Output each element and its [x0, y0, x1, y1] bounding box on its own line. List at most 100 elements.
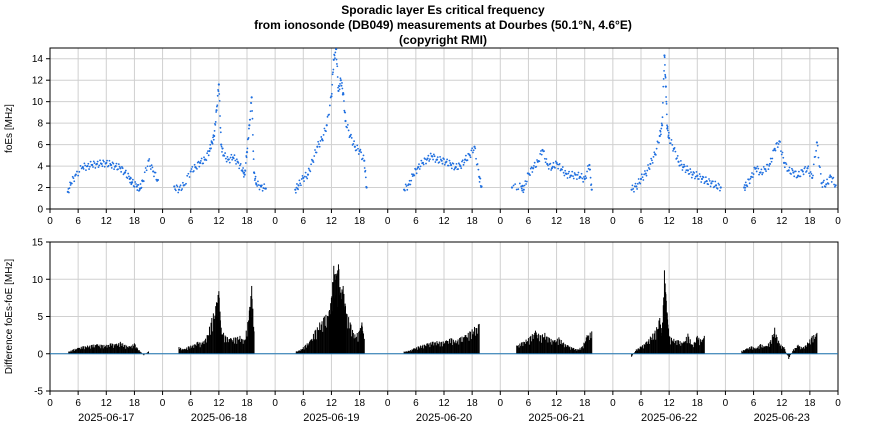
bottom-xtick-label: 0	[160, 398, 166, 409]
foes-point	[68, 187, 71, 190]
foes-point	[653, 151, 656, 154]
foes-point	[643, 173, 646, 176]
foes-point	[779, 141, 782, 143]
foes-point	[253, 179, 256, 182]
foes-point	[137, 183, 140, 186]
foes-point	[118, 165, 121, 168]
bottom-ytick-label: 5	[37, 312, 43, 323]
foes-point	[811, 176, 814, 179]
foes-point	[454, 167, 456, 170]
foes-point	[216, 94, 219, 97]
foes-point	[469, 156, 472, 159]
foes-point	[829, 175, 833, 178]
foes-point	[833, 183, 835, 186]
foes-point	[363, 167, 366, 169]
foes-point	[294, 191, 297, 194]
foes-point	[704, 180, 707, 183]
top-ytick-label: 6	[37, 140, 43, 151]
foes-point	[123, 172, 126, 175]
top-xtick-label: 12	[776, 216, 788, 227]
foes-point	[632, 187, 635, 190]
top-ytick-label: 10	[32, 97, 44, 108]
foes-point	[348, 136, 351, 139]
foes-point	[683, 165, 686, 168]
foes-point	[572, 177, 575, 180]
foes-point	[641, 176, 644, 179]
foes-point	[356, 144, 359, 147]
foes-point	[477, 168, 480, 171]
foes-point	[809, 171, 812, 173]
top-ytick-label: 4	[37, 162, 43, 173]
foes-point	[79, 165, 82, 167]
foes-point	[334, 51, 337, 54]
foes-point	[148, 158, 151, 160]
foes-point	[217, 90, 220, 93]
foes-point	[718, 183, 721, 186]
foes-point	[665, 100, 668, 103]
title-line-2: from ionosonde (DB049) measurements at D…	[254, 18, 632, 32]
foes-point	[419, 165, 422, 168]
foes-point	[817, 156, 820, 159]
foes-point	[588, 163, 591, 167]
foes-point	[802, 173, 805, 176]
foes-point	[94, 167, 97, 169]
top-xtick-label: 6	[526, 216, 532, 227]
foes-point	[644, 172, 647, 175]
foes-point	[202, 162, 205, 165]
foes-point	[68, 191, 70, 194]
foes-point	[468, 153, 470, 156]
foes-point	[92, 160, 95, 163]
foes-point	[708, 179, 711, 182]
foes-point	[341, 87, 344, 90]
foes-point	[142, 180, 145, 182]
top-xtick-label: 0	[385, 216, 391, 227]
foes-point	[540, 150, 542, 152]
foes-point	[700, 177, 704, 181]
foes-point	[744, 189, 746, 192]
foes-point	[140, 186, 143, 189]
foes-point	[586, 170, 588, 173]
foes-point	[154, 171, 157, 174]
foes-point	[325, 124, 328, 127]
foes-point	[198, 165, 201, 168]
foes-point	[716, 187, 719, 190]
foes-point	[785, 163, 788, 166]
foes-point	[121, 167, 124, 170]
foes-point	[108, 159, 111, 162]
foes-point	[651, 161, 654, 164]
foes-point	[418, 168, 421, 170]
foes-point	[661, 124, 664, 127]
foes-point	[410, 179, 413, 182]
foes-point	[547, 164, 549, 167]
foes-point	[181, 188, 184, 190]
foes-point	[667, 131, 670, 134]
foes-point	[806, 167, 809, 170]
foes-point	[226, 155, 229, 158]
foes-point	[512, 184, 515, 187]
foes-point	[82, 168, 85, 170]
foes-point	[452, 162, 455, 165]
date-label: 2025-06-19	[303, 412, 359, 424]
foes-point	[106, 159, 108, 162]
foes-point	[790, 173, 792, 175]
foes-point	[453, 168, 456, 171]
foes-point	[77, 174, 80, 177]
foes-point	[343, 100, 345, 102]
foes-point	[411, 175, 414, 178]
foes-point	[719, 189, 721, 192]
foes-point	[328, 113, 330, 116]
foes-point	[691, 173, 694, 176]
foes-point	[660, 122, 663, 125]
foes-point	[425, 162, 427, 165]
foes-point	[205, 159, 208, 162]
top-xtick-label: 18	[467, 216, 479, 227]
foes-point	[206, 152, 209, 155]
foes-point	[697, 178, 700, 180]
foes-point	[665, 113, 668, 116]
bottom-xtick-label: 18	[129, 398, 141, 409]
top-ytick-label: 14	[32, 54, 44, 65]
foes-point	[322, 133, 325, 136]
foes-point	[134, 181, 137, 183]
foes-point	[209, 143, 212, 146]
top-xtick-label: 18	[241, 216, 253, 227]
